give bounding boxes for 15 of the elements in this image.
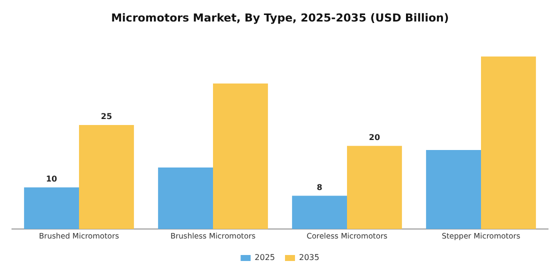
chart-title: Micromotors Market, By Type, 2025-2035 (USD Billion)	[111, 11, 449, 24]
bar	[24, 187, 79, 229]
legend-label: 2035	[299, 253, 320, 262]
data-label: 20	[368, 132, 380, 142]
data-label: 25	[100, 112, 112, 122]
data-label: 8	[316, 182, 323, 192]
data-label: 10	[46, 174, 58, 184]
bar	[347, 146, 402, 229]
bar	[79, 125, 134, 229]
bar	[481, 56, 536, 229]
bar	[292, 196, 347, 229]
bar	[426, 150, 481, 229]
bar	[213, 83, 268, 229]
legend-label: 2025	[254, 253, 275, 262]
bar	[158, 167, 213, 229]
